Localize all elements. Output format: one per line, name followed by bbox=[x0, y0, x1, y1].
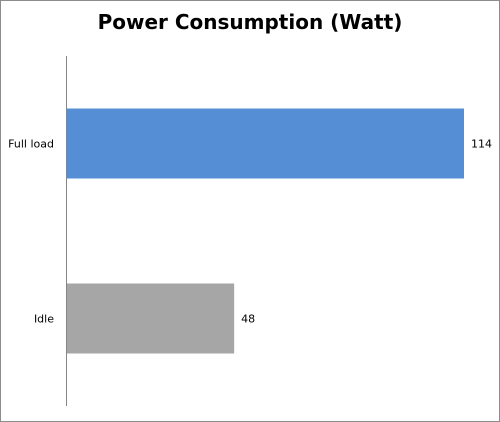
bars-layer: Full load 114 Idle 48 bbox=[8, 108, 492, 354]
data-label-full-load: 114 bbox=[471, 138, 492, 151]
data-label-idle: 48 bbox=[241, 313, 255, 326]
chart-title: Power Consumption (Watt) bbox=[97, 10, 403, 34]
bar-full-load bbox=[67, 108, 464, 179]
bar-idle bbox=[67, 283, 235, 354]
category-label-idle: Idle bbox=[34, 313, 54, 326]
category-label-full-load: Full load bbox=[8, 138, 54, 151]
